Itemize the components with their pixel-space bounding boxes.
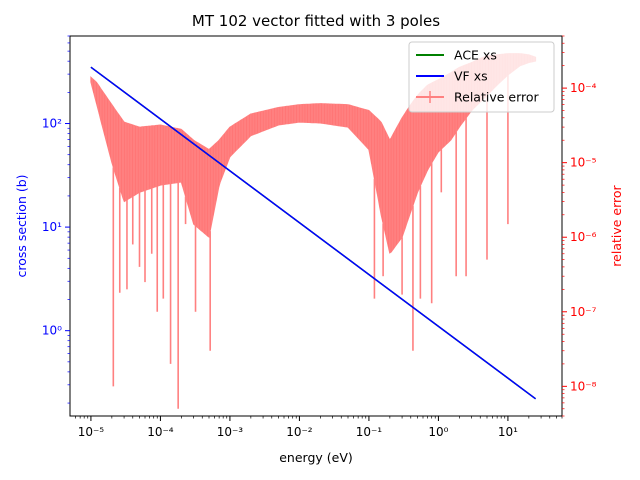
- legend-label: VF xs: [454, 69, 488, 84]
- left-y-tick-label: 10⁰: [42, 324, 62, 338]
- x-tick-label: 10⁻¹: [356, 425, 383, 439]
- right-y-tick-label: 10⁻⁷: [570, 305, 597, 319]
- x-tick-label: 10⁻⁴: [147, 425, 174, 439]
- plot-frame: [69, 35, 563, 417]
- x-tick-label: 10¹: [498, 425, 518, 439]
- left-y-axis-label: cross section (b): [14, 174, 29, 277]
- chart-title: MT 102 vector fitted with 3 poles: [192, 12, 440, 30]
- cross-section-layer: [90, 66, 537, 400]
- legend-box: [408, 41, 555, 113]
- legend-label: ACE xs: [454, 48, 497, 63]
- x-tick-label: 10⁻²: [286, 425, 313, 439]
- legend: ACE xs VF xs Relative error: [408, 41, 555, 113]
- series-line-vf-xs: [90, 66, 537, 400]
- right-y-axis-label: relative error: [609, 184, 624, 266]
- x-tick-label: 10⁰: [428, 425, 448, 439]
- x-axis-label: energy (eV): [279, 450, 353, 465]
- left-y-axis: 10⁰ 10¹ 10²: [42, 35, 70, 404]
- right-y-tick-label: 10⁻⁸: [570, 379, 597, 393]
- x-tick-label: 10⁻³: [217, 425, 244, 439]
- right-y-tick-label: 10⁻⁶: [570, 230, 597, 244]
- x-axis: 10⁻⁵ 10⁻⁴ 10⁻³ 10⁻² 10⁻¹ 10⁰ 10¹: [75, 416, 563, 439]
- x-tick-label: 10⁻⁵: [78, 425, 105, 439]
- right-y-axis: 10⁻⁸ 10⁻⁷ 10⁻⁶ 10⁻⁵ 10⁻⁴: [562, 35, 597, 417]
- right-y-tick-label: 10⁻⁴: [570, 81, 597, 95]
- right-y-tick-label: 10⁻⁵: [570, 156, 597, 170]
- left-y-tick-label: 10¹: [42, 220, 62, 234]
- legend-label: Relative error: [454, 90, 540, 105]
- left-y-tick-label: 10²: [42, 117, 62, 131]
